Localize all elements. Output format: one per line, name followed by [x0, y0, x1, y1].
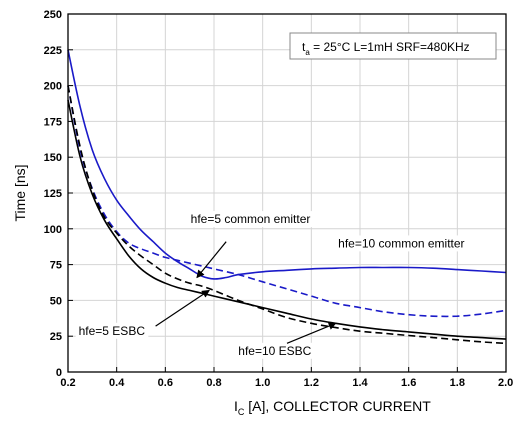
- series-group: [67, 49, 507, 345]
- x-tick-label: 0.4: [109, 377, 125, 389]
- y-tick-label: 225: [44, 45, 62, 57]
- x-tick-label: 2.0: [498, 377, 513, 389]
- x-axis-label-subscript: C: [238, 407, 245, 417]
- y-tick-label: 250: [44, 9, 62, 21]
- condition-subscript: a: [305, 48, 310, 57]
- y-tick-label: 0: [56, 367, 62, 379]
- y-tick-label: 100: [44, 224, 62, 236]
- y-tick-label: 25: [50, 331, 62, 343]
- annotation-background: [235, 342, 315, 359]
- x-tick-label: 1.2: [304, 377, 319, 389]
- condition-rest: = 25°C L=1mH SRF=480KHz: [310, 40, 470, 54]
- annotation-background: [75, 322, 149, 339]
- annotation-label: hfe=5 ESBC: [79, 324, 146, 338]
- annotation-background: [187, 211, 314, 228]
- annotation-label: hfe=5 common emitter: [191, 212, 311, 226]
- series-line-black-solid: [67, 99, 507, 340]
- annotations: hfe=5 common emitter hfe=10 common emitte…: [75, 211, 468, 359]
- x-tick-label: 1.0: [255, 377, 270, 389]
- annotation-label: hfe=10 common emitter: [338, 236, 464, 250]
- x-tick-label: 1.4: [352, 377, 368, 389]
- condition-symbol: t: [302, 40, 306, 54]
- annotation-arrow: [155, 289, 210, 327]
- y-tick-label: 175: [44, 116, 62, 128]
- x-tick-label: 0.2: [60, 377, 75, 389]
- y-tick-label: 200: [44, 81, 62, 93]
- x-tick-label: 0.8: [206, 377, 221, 389]
- annotation-arrow: [196, 241, 227, 279]
- series-line-blue-solid: [67, 49, 507, 280]
- y-tick-label: 125: [44, 188, 62, 200]
- x-tick-label: 1.8: [450, 377, 465, 389]
- condition-box: ta = 25°C L=1mH SRF=480KHz: [289, 32, 497, 60]
- series-line-blue-dashed: [67, 85, 507, 318]
- condition-text: ta = 25°C L=1mH SRF=480KHz: [302, 40, 470, 57]
- x-tick-label: 1.6: [401, 377, 416, 389]
- axis-ticks: 0.2 0.4 0.6 0.8 1.0 1.2 1.4 1.6 1.8 2.0 0 25 50 75 100…: [44, 9, 514, 389]
- annotation-arrow: [286, 322, 337, 344]
- annotation-background: [335, 235, 468, 252]
- series-line-black-dashed: [67, 85, 507, 345]
- x-axis-label-rest: [A], COLLECTOR CURRENT: [244, 398, 431, 414]
- x-axis-label-symbol: I: [234, 398, 238, 414]
- x-tick-label: 0.6: [158, 377, 173, 389]
- annotation-label: hfe=10 ESBC: [238, 344, 311, 358]
- y-axis-label: Time [ns]: [12, 164, 28, 221]
- x-axis-label: IC [A], COLLECTOR CURRENT: [234, 398, 431, 417]
- y-tick-label: 75: [50, 260, 62, 272]
- y-tick-label: 150: [44, 152, 62, 164]
- y-tick-label: 50: [50, 295, 62, 307]
- condition-box-frame: [289, 32, 497, 60]
